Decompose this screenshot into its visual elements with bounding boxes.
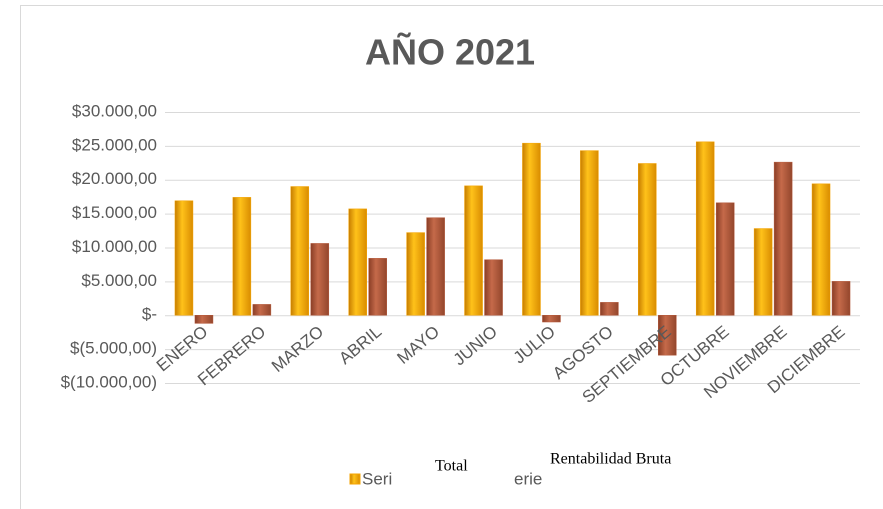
bar [600,302,619,316]
bar [368,258,387,316]
bar [773,161,793,316]
y-tick-label: $20.000,00 [72,169,157,188]
bar [310,243,330,316]
bar [753,228,773,316]
legend-label: Seri [362,469,392,488]
y-tick-label: $5.000,00 [81,271,157,290]
bar [658,315,677,356]
bar [348,208,367,316]
legend-label: erie [514,469,542,488]
bar [232,197,252,316]
bar [811,183,831,316]
bar [406,232,425,316]
y-tick-label: $(10.000,00) [61,372,157,391]
bar [715,202,735,316]
y-tick-label: $- [142,305,157,324]
bar [542,315,561,323]
bar [464,185,483,316]
bar [695,141,715,316]
bar [426,217,445,316]
bar [638,163,657,316]
bar [522,142,541,316]
bar [194,315,214,324]
y-tick-label: $10.000,00 [72,237,157,256]
bar [580,150,599,316]
legend-marker [349,473,361,485]
bar [831,281,851,316]
bar [252,304,272,316]
chart-border [20,5,883,509]
y-tick-label: $15.000,00 [72,203,157,222]
annotation: Total [435,458,468,475]
y-tick-label: $(5.000,00) [70,339,157,358]
bar [290,186,310,316]
annotation: Rentabilidad Bruta [550,451,671,468]
chart-title: AÑO 2021 [365,31,535,73]
y-tick-label: $25.000,00 [72,135,157,154]
bar [484,259,503,316]
y-tick-label: $30.000,00 [72,101,157,120]
bar [174,200,194,316]
